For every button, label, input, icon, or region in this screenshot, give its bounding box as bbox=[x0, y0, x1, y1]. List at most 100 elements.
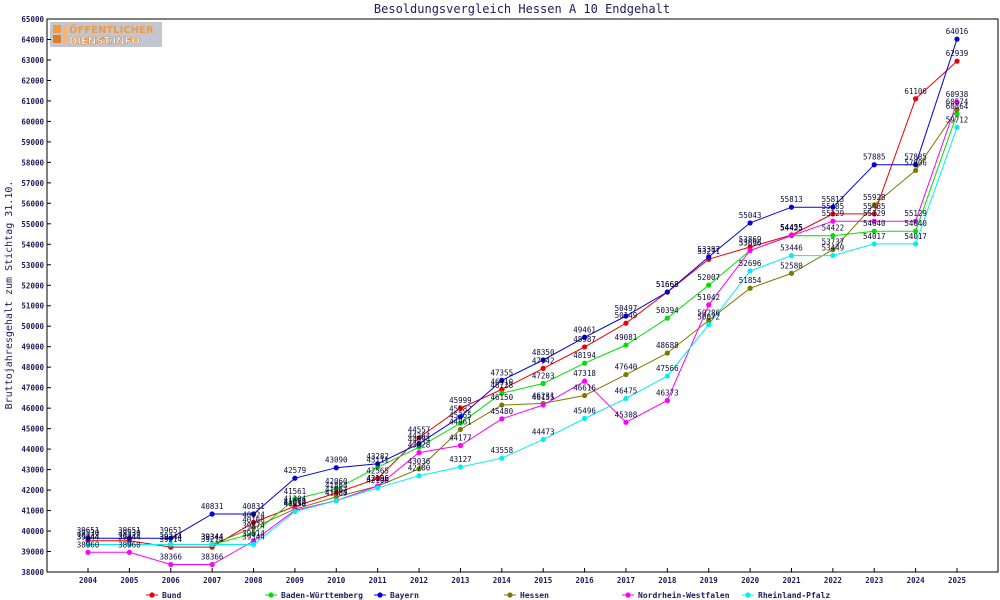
data-point-nordrhein-westfalen-2024 bbox=[913, 218, 919, 224]
data-point-nordrhein-westfalen-2005 bbox=[126, 549, 132, 555]
data-point-rheinland-pfalz-2009 bbox=[292, 508, 298, 515]
data-label-bund-2018: 51668 bbox=[656, 280, 679, 289]
data-label-nordrhein-westfalen-2008: 39514 bbox=[242, 529, 265, 538]
data-label-bund-2021: 54455 bbox=[780, 223, 803, 232]
data-label-baden-wurttemberg-2023: 54640 bbox=[863, 219, 886, 228]
y-tick-label: 46000 bbox=[21, 404, 44, 413]
data-point-hessen-2014 bbox=[499, 402, 505, 408]
data-point-bund-2025 bbox=[954, 58, 960, 64]
data-point-nordrhein-westfalen-2004 bbox=[85, 549, 91, 555]
data-label-nordrhein-westfalen-2017: 45308 bbox=[615, 410, 638, 419]
data-point-rheinland-pfalz-2007 bbox=[209, 541, 215, 548]
data-point-nordrhein-westfalen-2013 bbox=[457, 442, 464, 449]
series-line-rheinland-pfalz bbox=[88, 127, 958, 545]
data-label-hessen-2019: 50286 bbox=[697, 308, 720, 317]
data-point-nordrhein-westfalen-2021 bbox=[788, 232, 795, 239]
data-point-rheinland-pfalz-2012 bbox=[416, 473, 422, 479]
data-label-bayern-2017: 50497 bbox=[615, 304, 638, 313]
data-point-baden-wurttemberg-2014 bbox=[499, 390, 505, 396]
data-point-bayern-2007 bbox=[209, 511, 215, 517]
data-point-bayern-2022 bbox=[830, 204, 836, 210]
data-point-nordrhein-westfalen-2025 bbox=[954, 99, 960, 105]
data-label-rheinland-pfalz-2024: 54017 bbox=[904, 232, 927, 241]
data-label-bund-2008: 40424 bbox=[242, 510, 265, 519]
legend-swatch-marker-hessen bbox=[507, 592, 513, 598]
data-label-bund-2016: 48987 bbox=[573, 335, 596, 344]
data-label-baden-wurttemberg-2007: 39344 bbox=[201, 532, 224, 541]
data-point-hessen-2022 bbox=[830, 247, 836, 253]
data-point-nordrhein-westfalen-2018 bbox=[664, 397, 670, 404]
data-label-nordrhein-westfalen-2013: 44177 bbox=[449, 433, 472, 442]
data-label-bund-2013: 45999 bbox=[449, 396, 472, 405]
y-tick-label: 50000 bbox=[21, 322, 44, 331]
legend-label-bayern: Bayern bbox=[390, 591, 419, 600]
data-label-baden-wurttemberg-2024: 54640 bbox=[904, 219, 927, 228]
data-label-nordrhein-westfalen-2009: 41013 bbox=[284, 498, 307, 507]
data-point-rheinland-pfalz-2006 bbox=[168, 541, 174, 548]
data-point-nordrhein-westfalen-2017 bbox=[623, 419, 629, 425]
data-label-hessen-2004: 39344 bbox=[77, 532, 100, 541]
y-tick-label: 65000 bbox=[21, 15, 44, 24]
data-label-rheinland-pfalz-2015: 44473 bbox=[532, 427, 555, 436]
data-label-bund-2024: 61106 bbox=[904, 87, 927, 96]
data-label-bund-2020: 53869 bbox=[739, 235, 762, 244]
data-label-hessen-2010: 41667 bbox=[325, 485, 348, 494]
legend-item-rheinland-pfalz: Rheinland-Pfalz bbox=[742, 590, 830, 600]
data-label-hessen-2025: 60574 bbox=[946, 98, 969, 107]
data-label-nordrhein-westfalen-2021: 54425 bbox=[780, 224, 803, 233]
data-label-bund-2009: 41204 bbox=[284, 494, 307, 503]
logo: ÖFFENTLICHER DIENST.INFO bbox=[50, 22, 162, 47]
x-tick-label: 2010 bbox=[327, 576, 346, 585]
data-point-bayern-2014 bbox=[499, 377, 505, 383]
data-point-rheinland-pfalz-2019 bbox=[706, 322, 712, 328]
data-label-bayern-2021: 55813 bbox=[780, 195, 803, 204]
data-point-rheinland-pfalz-2020 bbox=[747, 268, 753, 274]
data-label-rheinland-pfalz-2005: 39344 bbox=[118, 532, 141, 541]
x-tick-label: 2009 bbox=[286, 576, 305, 585]
data-label-bayern-2024: 57885 bbox=[904, 153, 927, 162]
data-label-nordrhein-westfalen-2010: 41487 bbox=[325, 489, 348, 498]
data-label-bayern-2018: 51668 bbox=[656, 280, 679, 289]
data-label-bayern-2004: 39651 bbox=[77, 526, 100, 535]
data-label-bund-2006: 39214 bbox=[159, 535, 182, 544]
data-point-rheinland-pfalz-2022 bbox=[830, 252, 836, 259]
data-label-hessen-2022: 53737 bbox=[822, 238, 845, 247]
x-tick-label: 2018 bbox=[658, 576, 677, 585]
data-label-rheinland-pfalz-2018: 47566 bbox=[656, 364, 679, 373]
data-point-rheinland-pfalz-2011 bbox=[375, 485, 381, 491]
y-tick-label: 63000 bbox=[21, 56, 44, 65]
data-label-bayern-2009: 42579 bbox=[284, 466, 307, 475]
data-label-nordrhein-westfalen-2015: 46155 bbox=[532, 393, 555, 402]
data-label-bayern-2005: 39651 bbox=[118, 526, 141, 535]
chart-title: Besoldungsvergleich Hessen A 10 Endgehal… bbox=[374, 2, 670, 16]
data-point-hessen-2025 bbox=[954, 107, 960, 113]
data-point-baden-wurttemberg-2023 bbox=[871, 228, 877, 234]
data-point-nordrhein-westfalen-2014 bbox=[499, 416, 505, 422]
legend-label-baden-wurttemberg: Baden-Württemberg bbox=[281, 591, 363, 600]
y-tick-label: 49000 bbox=[21, 343, 44, 352]
axes: 38000 39000 40000 41000 42000 43000 44000 45000… bbox=[21, 15, 966, 585]
data-point-rheinland-pfalz-2004 bbox=[85, 541, 91, 548]
data-point-nordrhein-westfalen-2022 bbox=[830, 218, 836, 224]
data-label-rheinland-pfalz-2025: 59712 bbox=[946, 115, 969, 124]
data-label-baden-wurttemberg-2010: 42060 bbox=[325, 477, 348, 486]
y-tick-label: 57000 bbox=[21, 179, 44, 188]
data-point-bayern-2015 bbox=[540, 357, 546, 363]
series-line-nordrhein-westfalen bbox=[88, 102, 958, 565]
data-label-baden-wurttemberg-2019: 52007 bbox=[697, 273, 720, 282]
data-point-bayern-2017 bbox=[623, 313, 629, 319]
data-label-baden-wurttemberg-2011: 43111 bbox=[366, 455, 389, 464]
x-tick-label: 2005 bbox=[120, 576, 138, 585]
data-label-rheinland-pfalz-2017: 46475 bbox=[615, 386, 638, 395]
data-label-hessen-2007: 39344 bbox=[201, 532, 224, 541]
data-label-bund-2019: 53271 bbox=[697, 247, 720, 256]
data-point-hessen-2019 bbox=[706, 317, 712, 323]
data-point-baden-wurttemberg-2016 bbox=[581, 360, 588, 366]
data-point-bayern-2005 bbox=[126, 535, 132, 541]
data-point-rheinland-pfalz-2021 bbox=[788, 253, 795, 259]
data-label-bayern-2015: 48350 bbox=[532, 348, 555, 357]
data-label-hessen-2018: 48688 bbox=[656, 341, 679, 350]
data-point-bayern-2016 bbox=[581, 334, 588, 340]
x-tick-label: 2008 bbox=[244, 576, 263, 585]
data-point-baden-wurttemberg-2013 bbox=[457, 420, 464, 426]
